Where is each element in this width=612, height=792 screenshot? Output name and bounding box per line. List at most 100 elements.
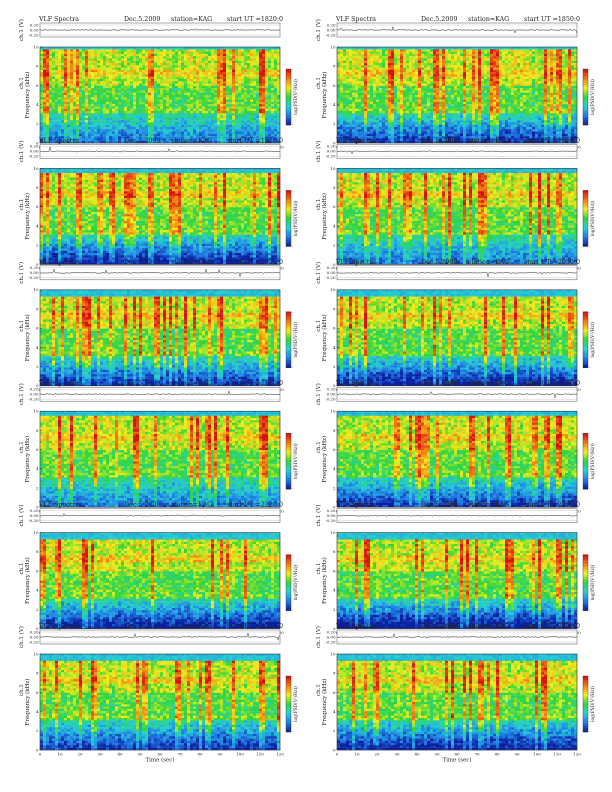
spectrogram-cell [268, 47, 271, 49]
spectrogram-cell [259, 56, 262, 58]
spectrogram-cell [199, 52, 202, 54]
spectrogram-cell [196, 61, 199, 63]
spectrogram-cell [145, 47, 148, 49]
spectrogram-cell [223, 63, 226, 65]
spectrogram-cell [109, 68, 112, 70]
spectrogram-cell [232, 47, 235, 49]
spectrogram-cell [169, 54, 172, 56]
spectrogram-cell [130, 70, 133, 72]
spectrogram-cell [142, 52, 145, 54]
spectrogram-cell [64, 65, 67, 67]
spectrogram-cell [133, 61, 136, 63]
spectrogram-cell [232, 49, 235, 51]
spectrogram-cell [73, 52, 76, 54]
spectrogram-cell [148, 52, 151, 54]
spectrogram-cell [163, 54, 166, 56]
spectrogram-cell [70, 54, 73, 56]
spectrogram-cell [202, 58, 205, 60]
spectrogram-cell [76, 58, 79, 60]
spectrogram-cell [136, 52, 139, 54]
spectrogram-cell [106, 47, 109, 49]
spectrogram-cell [223, 47, 226, 49]
spectrogram-cell [70, 56, 73, 58]
spectrogram-cell [190, 65, 193, 67]
spectrogram-cell [97, 65, 100, 67]
spectrogram-cell [100, 52, 103, 54]
spectrogram-cell [217, 70, 220, 72]
spectrogram-cell [265, 58, 268, 60]
spectrogram-cell [184, 68, 187, 70]
spectrogram-cell [199, 49, 202, 51]
spectrogram-cell [241, 49, 244, 51]
spectrogram-cell [250, 65, 253, 67]
spectrogram-cell [58, 52, 61, 54]
spectrogram-cell [172, 65, 175, 67]
spectrogram-cell [130, 58, 133, 60]
spectrogram-cell [259, 58, 262, 60]
spectrogram-cell [244, 68, 247, 70]
spectrogram-cell [79, 54, 82, 56]
spectrogram-cell [238, 61, 241, 63]
spectrogram-cell [256, 65, 259, 67]
spectrogram-cell [49, 70, 52, 72]
spectrogram-cell [88, 68, 91, 70]
spectrogram-cell [151, 65, 154, 67]
spectrogram-cell [265, 61, 268, 63]
spectrogram-cell [115, 58, 118, 60]
spectrogram-cell [253, 47, 256, 49]
spectrogram-cell [130, 65, 133, 67]
spectrogram-cell [94, 61, 97, 63]
spectrogram-cell [241, 58, 244, 60]
spectrogram-cell [148, 65, 151, 67]
spectrogram-cell [217, 61, 220, 63]
spectrogram-cell [178, 56, 181, 58]
spectrogram-cell [193, 52, 196, 54]
spectrogram-cell [160, 52, 163, 54]
spectrogram-cell [196, 52, 199, 54]
spectrogram-cell [229, 54, 232, 56]
spectrogram-cell [190, 61, 193, 63]
spectrogram-cell [40, 52, 43, 54]
spectrogram-cell [79, 63, 82, 65]
spectrogram-cell [247, 47, 250, 49]
spectrogram-cell [172, 49, 175, 51]
spectrogram-cell [259, 52, 262, 54]
spectrogram-cell [175, 63, 178, 65]
spectrogram-cell [217, 56, 220, 58]
spectrogram-cell [154, 63, 157, 65]
spectrogram-cell [274, 47, 277, 49]
spectrogram-cell [253, 58, 256, 60]
spectrogram-cell [190, 63, 193, 65]
spectrogram-cell [211, 56, 214, 58]
spectrogram-cell [205, 68, 208, 70]
spectrogram-cell [121, 68, 124, 70]
spectrogram-cell [55, 65, 58, 67]
spectrogram-cell [250, 52, 253, 54]
spectrogram-cell [121, 56, 124, 58]
spectrogram-cell [106, 61, 109, 63]
spectrogram-cell [139, 54, 142, 56]
spectrogram-cell [256, 68, 259, 70]
spectrogram-cell [58, 49, 61, 51]
spectrogram-cell [169, 63, 172, 65]
spectrogram-cell [154, 65, 157, 67]
spectrogram-cell [178, 52, 181, 54]
spectrogram-cell [52, 65, 55, 67]
spectrogram-cell [172, 54, 175, 56]
spectrogram-cell [97, 56, 100, 58]
spectrogram-cell [124, 65, 127, 67]
spectrogram-cell [106, 65, 109, 67]
spectrogram-cell [115, 68, 118, 70]
spectrogram-cell [193, 56, 196, 58]
spectrogram-cell [145, 63, 148, 65]
spectrogram-cell [274, 61, 277, 63]
spectrogram-cell [214, 61, 217, 63]
spectrogram-cell [190, 54, 193, 56]
spectrogram-cell [112, 63, 115, 65]
spectrogram-cell [103, 68, 106, 70]
spectrogram-cell [70, 47, 73, 49]
spectrogram-cell [61, 56, 64, 58]
spectrogram-cell [205, 65, 208, 67]
spectrogram-cell [91, 54, 94, 56]
spectrogram-cell [154, 52, 157, 54]
